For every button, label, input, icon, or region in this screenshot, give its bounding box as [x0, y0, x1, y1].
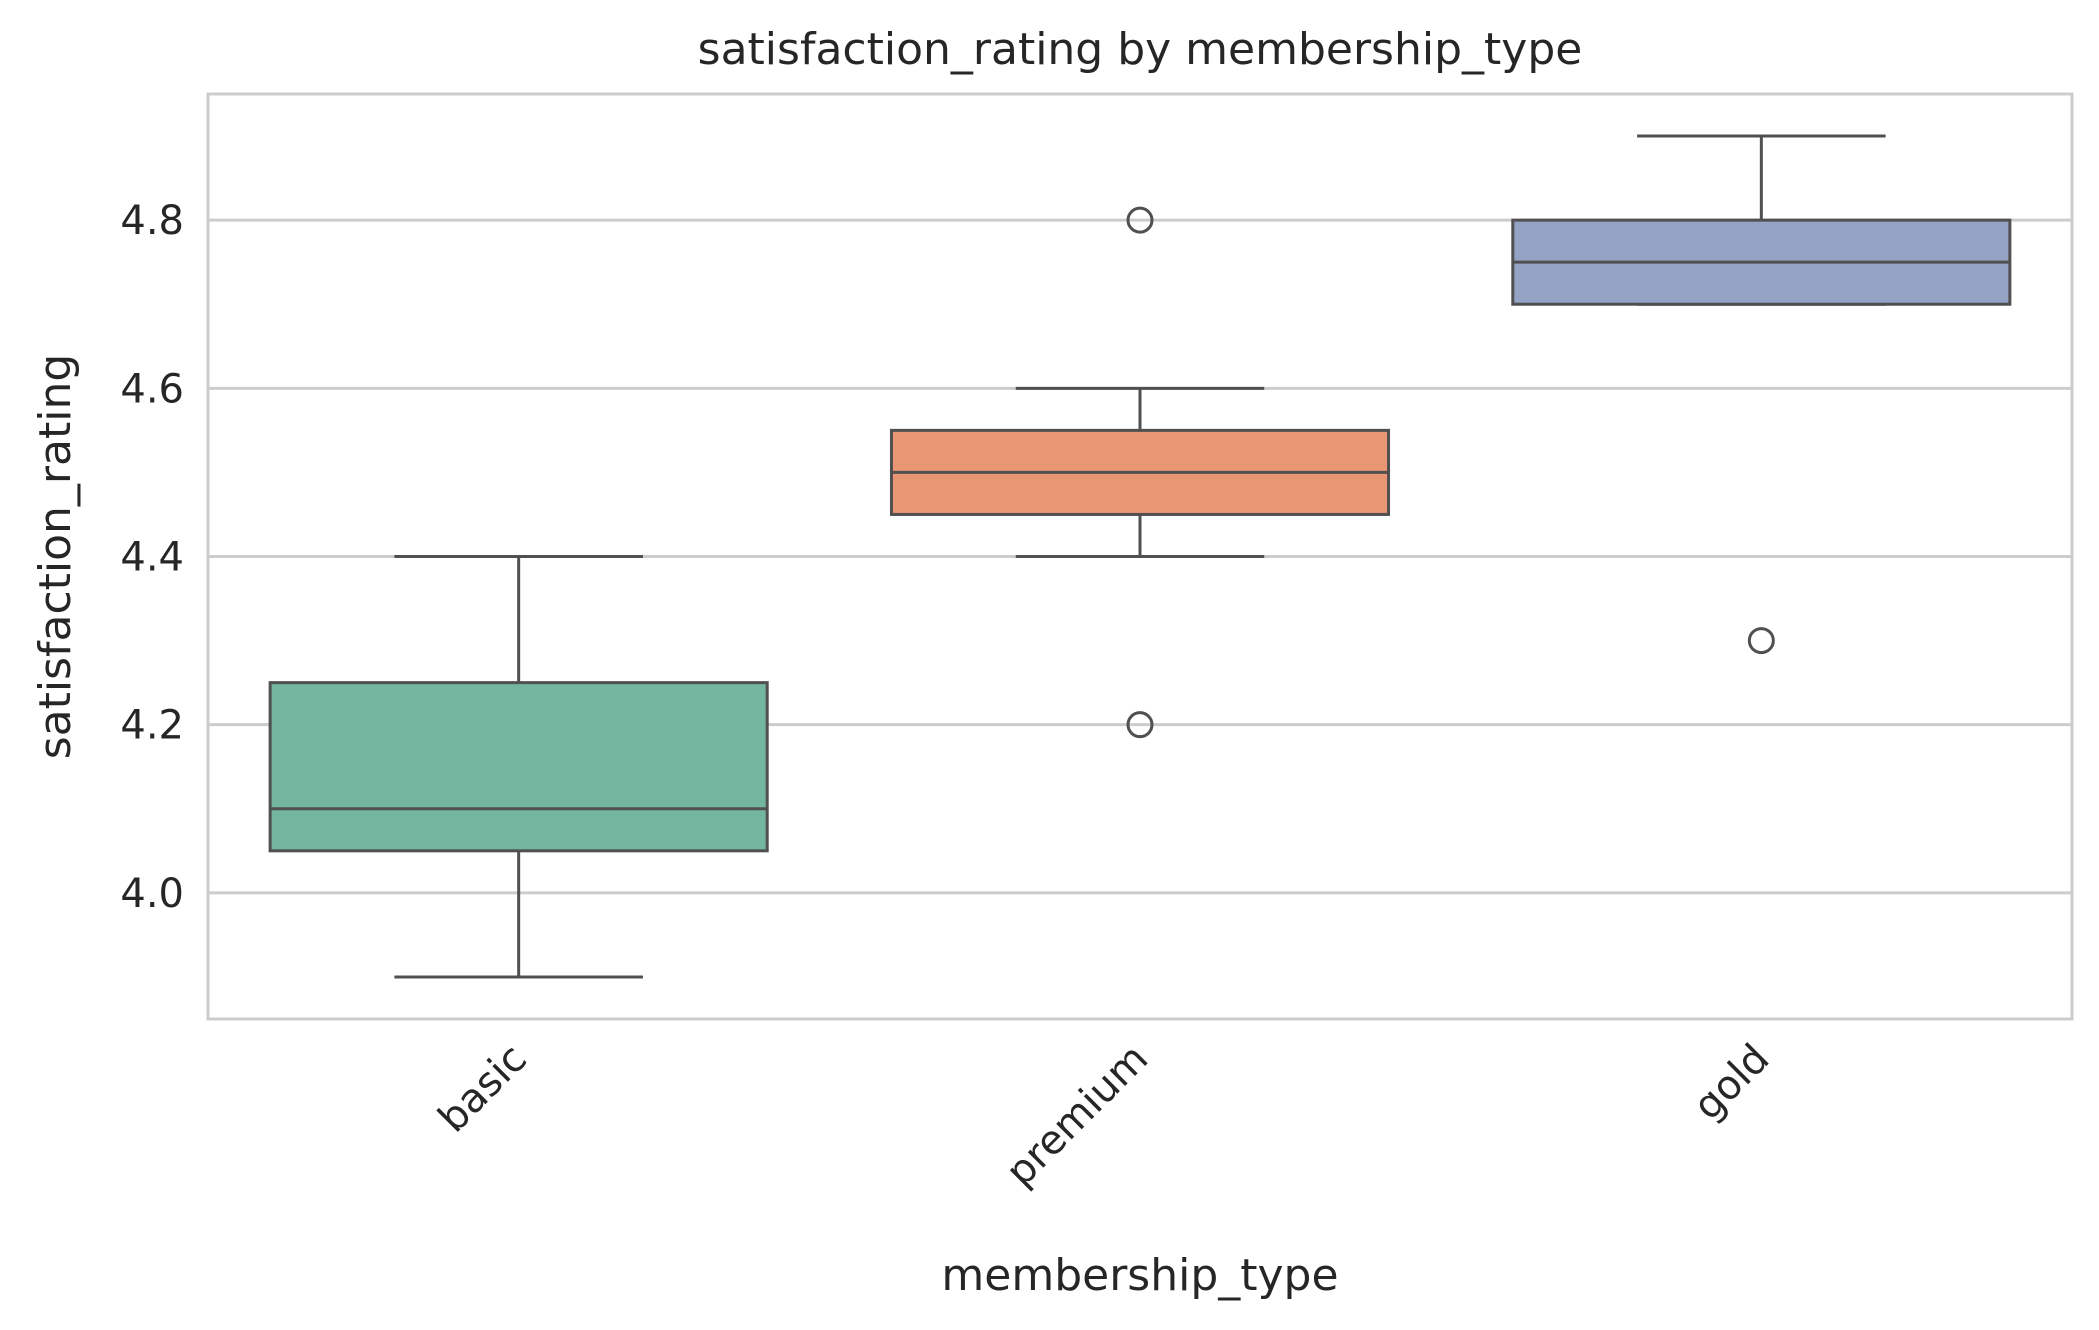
y-tick-label: 4.4 — [120, 535, 184, 581]
x-tick-label: premium — [997, 1036, 1157, 1196]
chart-title: satisfaction_rating by membership_type — [698, 24, 1583, 75]
outlier-point — [1126, 206, 1154, 234]
outlier-point — [1126, 711, 1154, 739]
y-tick-label: 4.8 — [120, 198, 184, 244]
x-axis-title: membership_type — [941, 1250, 1338, 1301]
y-axis-title: satisfaction_rating — [30, 354, 81, 760]
box-layer — [268, 134, 2012, 979]
y-tick-label: 4.2 — [120, 703, 184, 749]
x-tick-label: basic — [430, 1036, 536, 1142]
iqr-box — [268, 681, 769, 853]
box-gold — [1511, 134, 2012, 655]
y-ticks: 4.0 4.2 4.4 4.6 4.8 — [120, 198, 184, 917]
box-premium — [889, 206, 1391, 739]
x-tick-label: gold — [1685, 1036, 1779, 1130]
y-tick-label: 4.6 — [120, 366, 184, 412]
y-tick-label: 4.0 — [120, 871, 184, 917]
outlier-point — [1747, 627, 1775, 655]
box-basic — [268, 555, 769, 979]
x-ticks: basic premium gold — [430, 1036, 1779, 1196]
plot-frame — [206, 92, 2074, 1021]
